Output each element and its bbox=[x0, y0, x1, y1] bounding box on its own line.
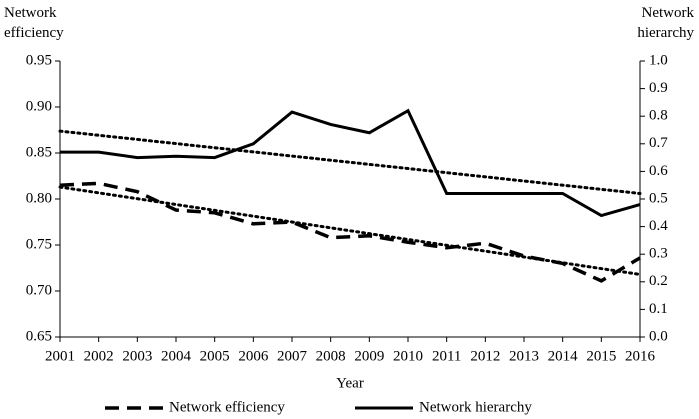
y2-tick-label: 0.3 bbox=[649, 246, 668, 262]
y2-tick-label: 0.1 bbox=[649, 301, 668, 317]
y-tick-label: 0.70 bbox=[26, 282, 52, 298]
y-axis-label: Network efficiency bbox=[4, 5, 64, 41]
y-tick-label: 0.90 bbox=[26, 98, 52, 114]
x-tick-label: 2010 bbox=[393, 348, 423, 364]
y2-axis-label: Network hierarchy bbox=[637, 5, 694, 41]
x-axis-label: Year bbox=[336, 375, 364, 391]
y2-tick-label: 0.9 bbox=[649, 80, 668, 96]
y-tick-label: 0.95 bbox=[26, 52, 52, 68]
x-tick-label: 2007 bbox=[277, 348, 308, 364]
x-tick-label: 2015 bbox=[586, 348, 616, 364]
x-tick-label: 2014 bbox=[548, 348, 579, 364]
legend-label: Network efficiency bbox=[169, 399, 285, 415]
x-tick-label: 2016 bbox=[625, 348, 656, 364]
y-tick-label: 0.65 bbox=[26, 328, 52, 344]
y2-tick-label: 0.2 bbox=[649, 273, 668, 289]
series-line bbox=[60, 108, 641, 218]
x-tick-label: 2011 bbox=[432, 348, 461, 364]
y-tick-label: 0.85 bbox=[26, 144, 52, 160]
y-tick-label: 0.80 bbox=[26, 190, 52, 206]
legend-label: Network hierarchy bbox=[419, 399, 532, 415]
trend-line bbox=[58, 129, 642, 195]
y2-tick-label: 1.0 bbox=[649, 52, 668, 68]
y2-tick-label: 0.0 bbox=[649, 328, 668, 344]
x-tick-label: 2005 bbox=[200, 348, 230, 364]
x-tick-label: 2012 bbox=[470, 348, 500, 364]
x-tick-label: 2004 bbox=[161, 348, 192, 364]
x-tick-label: 2008 bbox=[316, 348, 346, 364]
y2-tick-label: 0.7 bbox=[649, 135, 668, 151]
y2-tick-label: 0.5 bbox=[649, 190, 668, 206]
x-tick-label: 2006 bbox=[238, 348, 269, 364]
y2-tick-label: 0.8 bbox=[649, 108, 668, 124]
x-tick-label: 2003 bbox=[122, 348, 152, 364]
y-tick-label: 0.75 bbox=[26, 236, 52, 252]
y2-tick-label: 0.6 bbox=[649, 163, 668, 179]
x-tick-label: 2013 bbox=[509, 348, 539, 364]
series-line bbox=[59, 181, 641, 283]
y2-tick-label: 0.4 bbox=[649, 218, 668, 234]
x-tick-label: 2002 bbox=[84, 348, 114, 364]
x-tick-label: 2009 bbox=[354, 348, 384, 364]
x-tick-label: 2001 bbox=[45, 348, 75, 364]
